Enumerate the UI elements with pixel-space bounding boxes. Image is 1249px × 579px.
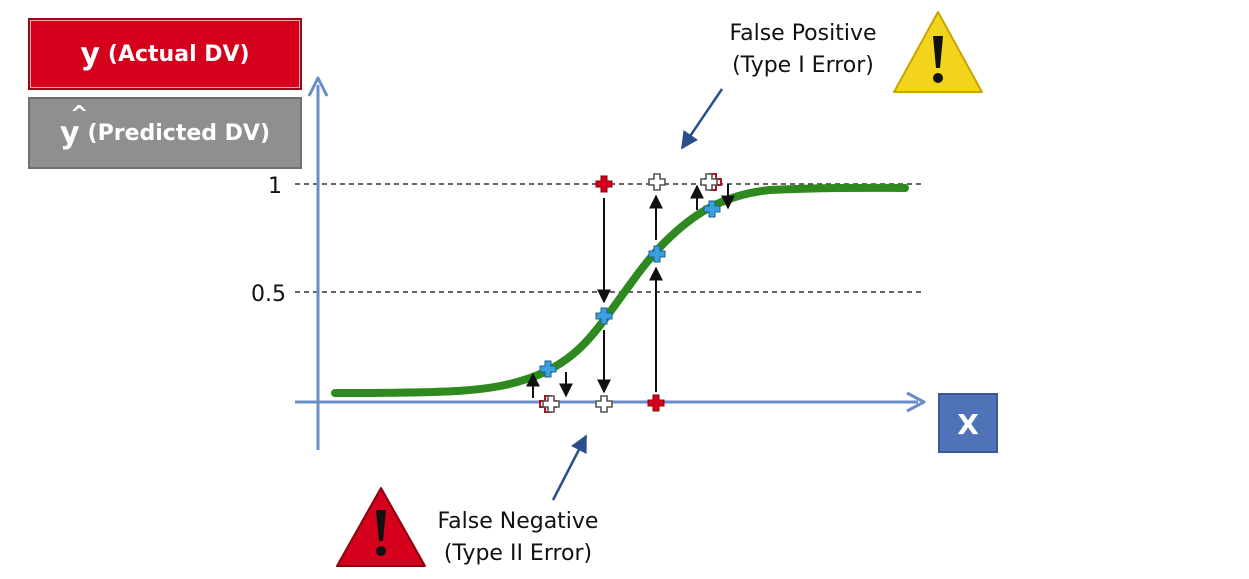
legend-actual-label: (Actual DV)	[107, 41, 250, 67]
y-hat-letter: y	[59, 115, 80, 151]
legend-predicted-label: (Predicted DV)	[87, 120, 271, 146]
tick-label-0-5: 0.5	[251, 282, 286, 307]
y-axis	[307, 76, 329, 450]
warning-icon	[336, 487, 426, 567]
y-symbol: y	[80, 36, 100, 72]
hollow-point	[648, 173, 666, 191]
warning-icon	[893, 11, 983, 93]
sigmoid-curve	[331, 183, 909, 397]
y-hat-symbol: y ^	[59, 102, 88, 151]
legend-predicted-dv: y ^ (Predicted DV)	[28, 97, 302, 169]
actual-point-red	[595, 175, 613, 193]
hollow-point	[595, 395, 613, 413]
false-positive-label: False Positive	[729, 21, 876, 46]
actual-point-red	[647, 394, 665, 412]
false-positive-pointer	[680, 88, 724, 150]
hat-mark: ^	[69, 101, 89, 127]
false-positive-sublabel: (Type I Error)	[732, 53, 874, 78]
tick-label-1: 1	[268, 174, 282, 199]
false-negative-label: False Negative	[438, 509, 599, 534]
legend-actual-dv: y (Actual DV)	[28, 18, 302, 90]
false-negative-sublabel: (Type II Error)	[444, 541, 592, 566]
false-negative-pointer	[551, 434, 588, 501]
x-axis-label-box: X	[938, 393, 998, 453]
x-axis-label: X	[957, 408, 979, 441]
